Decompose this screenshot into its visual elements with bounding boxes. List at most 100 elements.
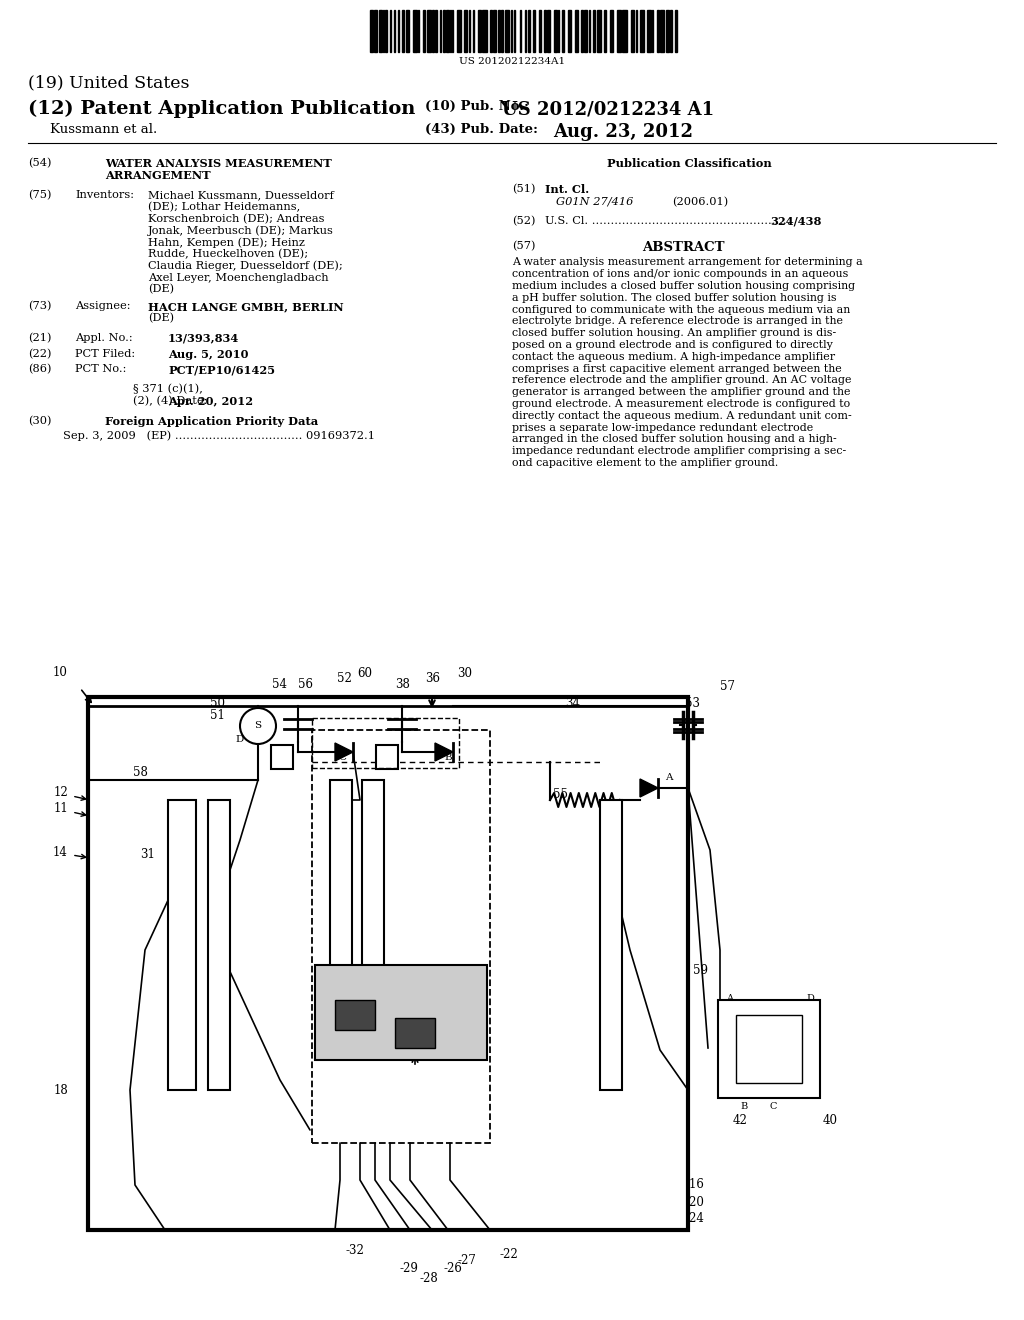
Text: Aug. 23, 2012: Aug. 23, 2012 xyxy=(553,123,693,141)
Text: (43) Pub. Date:: (43) Pub. Date: xyxy=(425,123,538,136)
Bar xyxy=(443,11,445,51)
Text: 56: 56 xyxy=(298,678,313,690)
Text: (73): (73) xyxy=(28,301,51,312)
Bar xyxy=(532,11,535,51)
Bar xyxy=(432,11,434,51)
Bar xyxy=(547,11,550,51)
Text: 324/438: 324/438 xyxy=(770,215,821,227)
Text: a pH buffer solution. The closed buffer solution housing is: a pH buffer solution. The closed buffer … xyxy=(512,293,837,302)
Bar xyxy=(370,11,374,51)
Text: 10: 10 xyxy=(53,665,68,678)
Text: ARRANGEMENT: ARRANGEMENT xyxy=(105,170,211,181)
Polygon shape xyxy=(335,743,353,762)
Bar xyxy=(473,11,474,51)
Bar xyxy=(593,11,595,51)
Text: -28: -28 xyxy=(420,1271,438,1284)
Text: (22): (22) xyxy=(28,348,51,359)
Bar xyxy=(670,11,673,51)
Text: 60: 60 xyxy=(357,667,372,680)
Text: 31: 31 xyxy=(140,849,155,862)
Text: (57): (57) xyxy=(512,242,536,252)
Bar xyxy=(597,11,601,51)
Text: -22: -22 xyxy=(500,1249,519,1262)
Text: G01N 27/416: G01N 27/416 xyxy=(556,197,634,207)
Bar xyxy=(584,11,587,51)
Text: Hahn, Kempen (DE); Heinz: Hahn, Kempen (DE); Heinz xyxy=(148,238,305,248)
Bar xyxy=(458,11,461,51)
Text: (52): (52) xyxy=(512,215,536,226)
Bar xyxy=(375,11,377,51)
Bar xyxy=(312,718,459,768)
Text: C: C xyxy=(770,1102,777,1111)
Text: ground electrode. A measurement electrode is configured to: ground electrode. A measurement electrod… xyxy=(512,399,850,409)
Bar xyxy=(424,11,425,51)
Bar xyxy=(390,11,391,51)
Text: -27: -27 xyxy=(458,1254,477,1266)
Bar xyxy=(494,11,496,51)
Bar xyxy=(562,11,564,51)
Text: 38: 38 xyxy=(395,678,410,690)
Text: 52: 52 xyxy=(337,672,352,685)
Text: configured to communicate with the aqueous medium via an: configured to communicate with the aqueo… xyxy=(512,305,850,314)
Bar xyxy=(271,744,293,770)
Bar xyxy=(312,730,490,1143)
Text: PCT/EP10/61425: PCT/EP10/61425 xyxy=(168,364,275,375)
Text: Appl. No.:: Appl. No.: xyxy=(75,333,133,343)
Text: 12: 12 xyxy=(53,787,68,800)
Text: (DE): (DE) xyxy=(148,313,174,323)
Bar xyxy=(427,11,431,51)
Bar xyxy=(335,1001,375,1030)
Text: 54: 54 xyxy=(272,678,287,690)
Text: US 20120212234A1: US 20120212234A1 xyxy=(459,57,565,66)
Bar xyxy=(514,11,515,51)
Bar xyxy=(525,11,526,51)
Text: Apr. 20, 2012: Apr. 20, 2012 xyxy=(168,396,253,407)
Text: (51): (51) xyxy=(512,183,536,194)
Bar xyxy=(362,780,384,1049)
Bar xyxy=(554,11,557,51)
Text: Aug. 5, 2010: Aug. 5, 2010 xyxy=(168,348,249,359)
Text: reference electrode and the amplifier ground. An AC voltage: reference electrode and the amplifier gr… xyxy=(512,375,852,385)
Text: medium includes a closed buffer solution housing comprising: medium includes a closed buffer solution… xyxy=(512,281,855,290)
Bar xyxy=(636,11,637,51)
Bar xyxy=(401,11,403,51)
Bar xyxy=(600,800,622,1090)
Text: Michael Kussmann, Duesseldorf: Michael Kussmann, Duesseldorf xyxy=(148,190,334,201)
Text: HACH LANGE GMBH, BERLIN: HACH LANGE GMBH, BERLIN xyxy=(148,301,344,313)
Text: A: A xyxy=(665,774,673,783)
Bar xyxy=(407,11,410,51)
Text: 11: 11 xyxy=(53,803,68,816)
Bar xyxy=(519,11,520,51)
Polygon shape xyxy=(640,779,658,797)
Text: contact the aqueous medium. A high-impedance amplifier: contact the aqueous medium. A high-imped… xyxy=(512,352,836,362)
Text: PCT Filed:: PCT Filed: xyxy=(75,348,135,359)
Text: D: D xyxy=(236,735,244,744)
Bar xyxy=(385,11,387,51)
Bar xyxy=(581,11,583,51)
Text: 55: 55 xyxy=(553,788,568,801)
Text: (54): (54) xyxy=(28,158,51,169)
Bar xyxy=(501,11,503,51)
Text: C: C xyxy=(338,752,346,762)
Text: Sep. 3, 2009   (EP) .................................. 09169372.1: Sep. 3, 2009 (EP) ......................… xyxy=(63,430,375,441)
Text: comprises a first capacitive element arranged between the: comprises a first capacitive element arr… xyxy=(512,363,842,374)
Text: (19) United States: (19) United States xyxy=(28,74,189,91)
Text: 30: 30 xyxy=(457,667,472,680)
Text: B: B xyxy=(444,752,452,762)
Text: Publication Classification: Publication Classification xyxy=(607,158,772,169)
Text: WATER ANALYSIS MEASUREMENT: WATER ANALYSIS MEASUREMENT xyxy=(105,158,332,169)
Text: 34: 34 xyxy=(565,697,580,710)
Polygon shape xyxy=(435,743,453,762)
Text: arranged in the closed buffer solution housing and a high-: arranged in the closed buffer solution h… xyxy=(512,434,837,445)
Bar xyxy=(610,11,613,51)
Text: (10) Pub. No.:: (10) Pub. No.: xyxy=(425,100,529,114)
Text: (2), (4) Date:: (2), (4) Date: xyxy=(133,396,208,407)
Bar xyxy=(446,11,449,51)
Text: ond capacitive element to the amplifier ground.: ond capacitive element to the amplifier … xyxy=(512,458,778,469)
Text: 14: 14 xyxy=(53,846,68,858)
Text: 36: 36 xyxy=(425,672,440,685)
Bar xyxy=(450,11,451,51)
Text: 57: 57 xyxy=(720,680,735,693)
Bar xyxy=(376,744,398,770)
Text: (30): (30) xyxy=(28,416,51,426)
